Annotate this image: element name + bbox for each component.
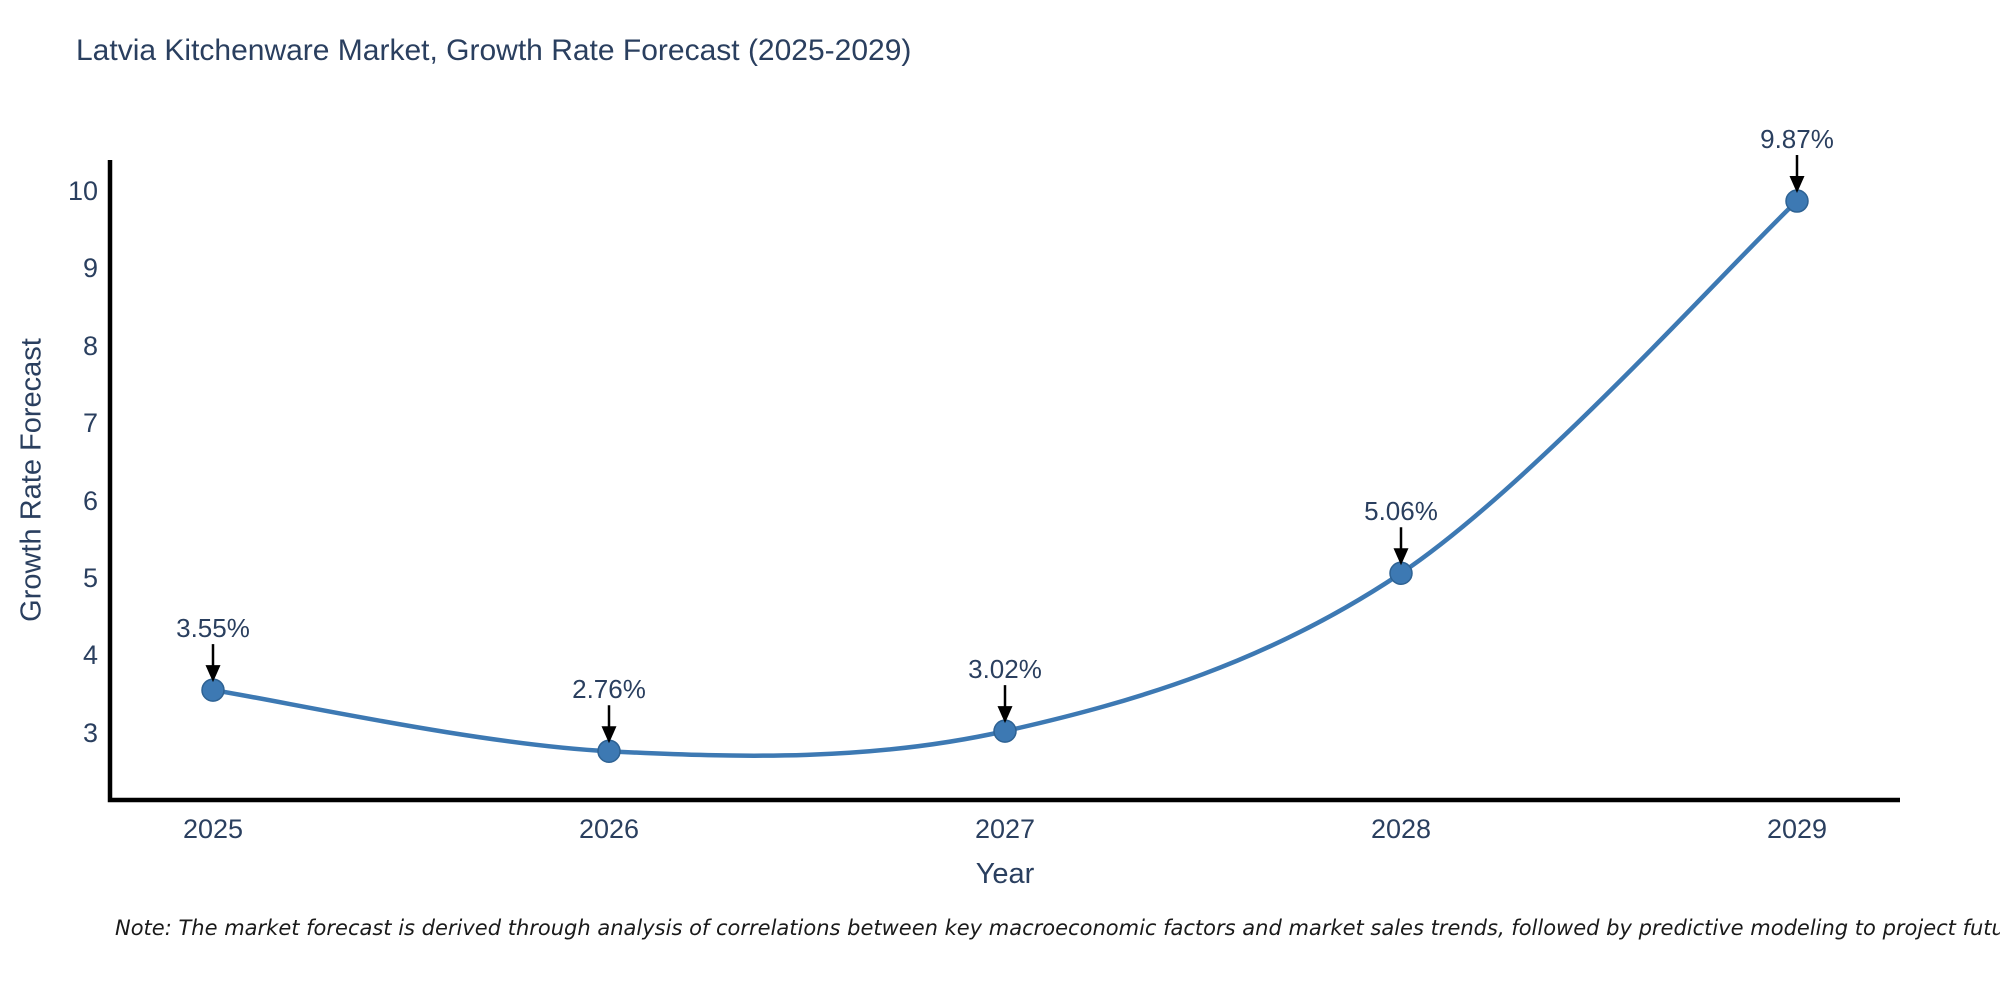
y-tick-label: 5 [82,562,98,593]
axis-lines [107,160,1900,803]
annotation-arrow-head [1393,548,1409,566]
y-tick-label: 9 [82,253,98,284]
point-annotation-label: 2.76% [572,674,646,705]
annotation-arrow-head [601,726,617,744]
data-point-marker [1785,189,1809,213]
point-annotation-label: 9.87% [1760,124,1834,155]
data-point-marker [993,719,1017,743]
forecast-line [210,198,1800,758]
x-tick-label: 2025 [182,814,244,844]
x-axis-title: Year [975,858,1035,890]
x-tick-label: 2029 [1766,814,1828,844]
footnote: Note: The market forecast is derived thr… [115,916,2000,940]
x-tick-label: 2028 [1370,814,1432,844]
y-tick-label: 10 [67,175,98,206]
data-point-marker [597,739,621,763]
chart-title: Latvia Kitchenware Market, Growth Rate F… [76,34,912,67]
data-point-marker [1389,561,1413,586]
y-tick-label: 7 [82,408,98,439]
annotation-arrow-head [997,706,1013,724]
point-annotation-label: 3.02% [968,654,1042,685]
point-annotation-label: 5.06% [1364,496,1438,527]
y-tick-label: 4 [82,640,98,671]
point-annotation-label: 3.55% [176,613,250,644]
x-tick-label: 2026 [578,814,640,844]
data-point-marker [201,678,225,702]
y-tick-label: 8 [82,330,98,361]
annotation-arrow-head [1789,176,1805,194]
y-tick-label: 3 [82,717,98,748]
annotation-arrow-head [205,665,221,683]
x-tick-label: 2027 [974,814,1036,844]
y-tick-label: 6 [82,485,98,516]
